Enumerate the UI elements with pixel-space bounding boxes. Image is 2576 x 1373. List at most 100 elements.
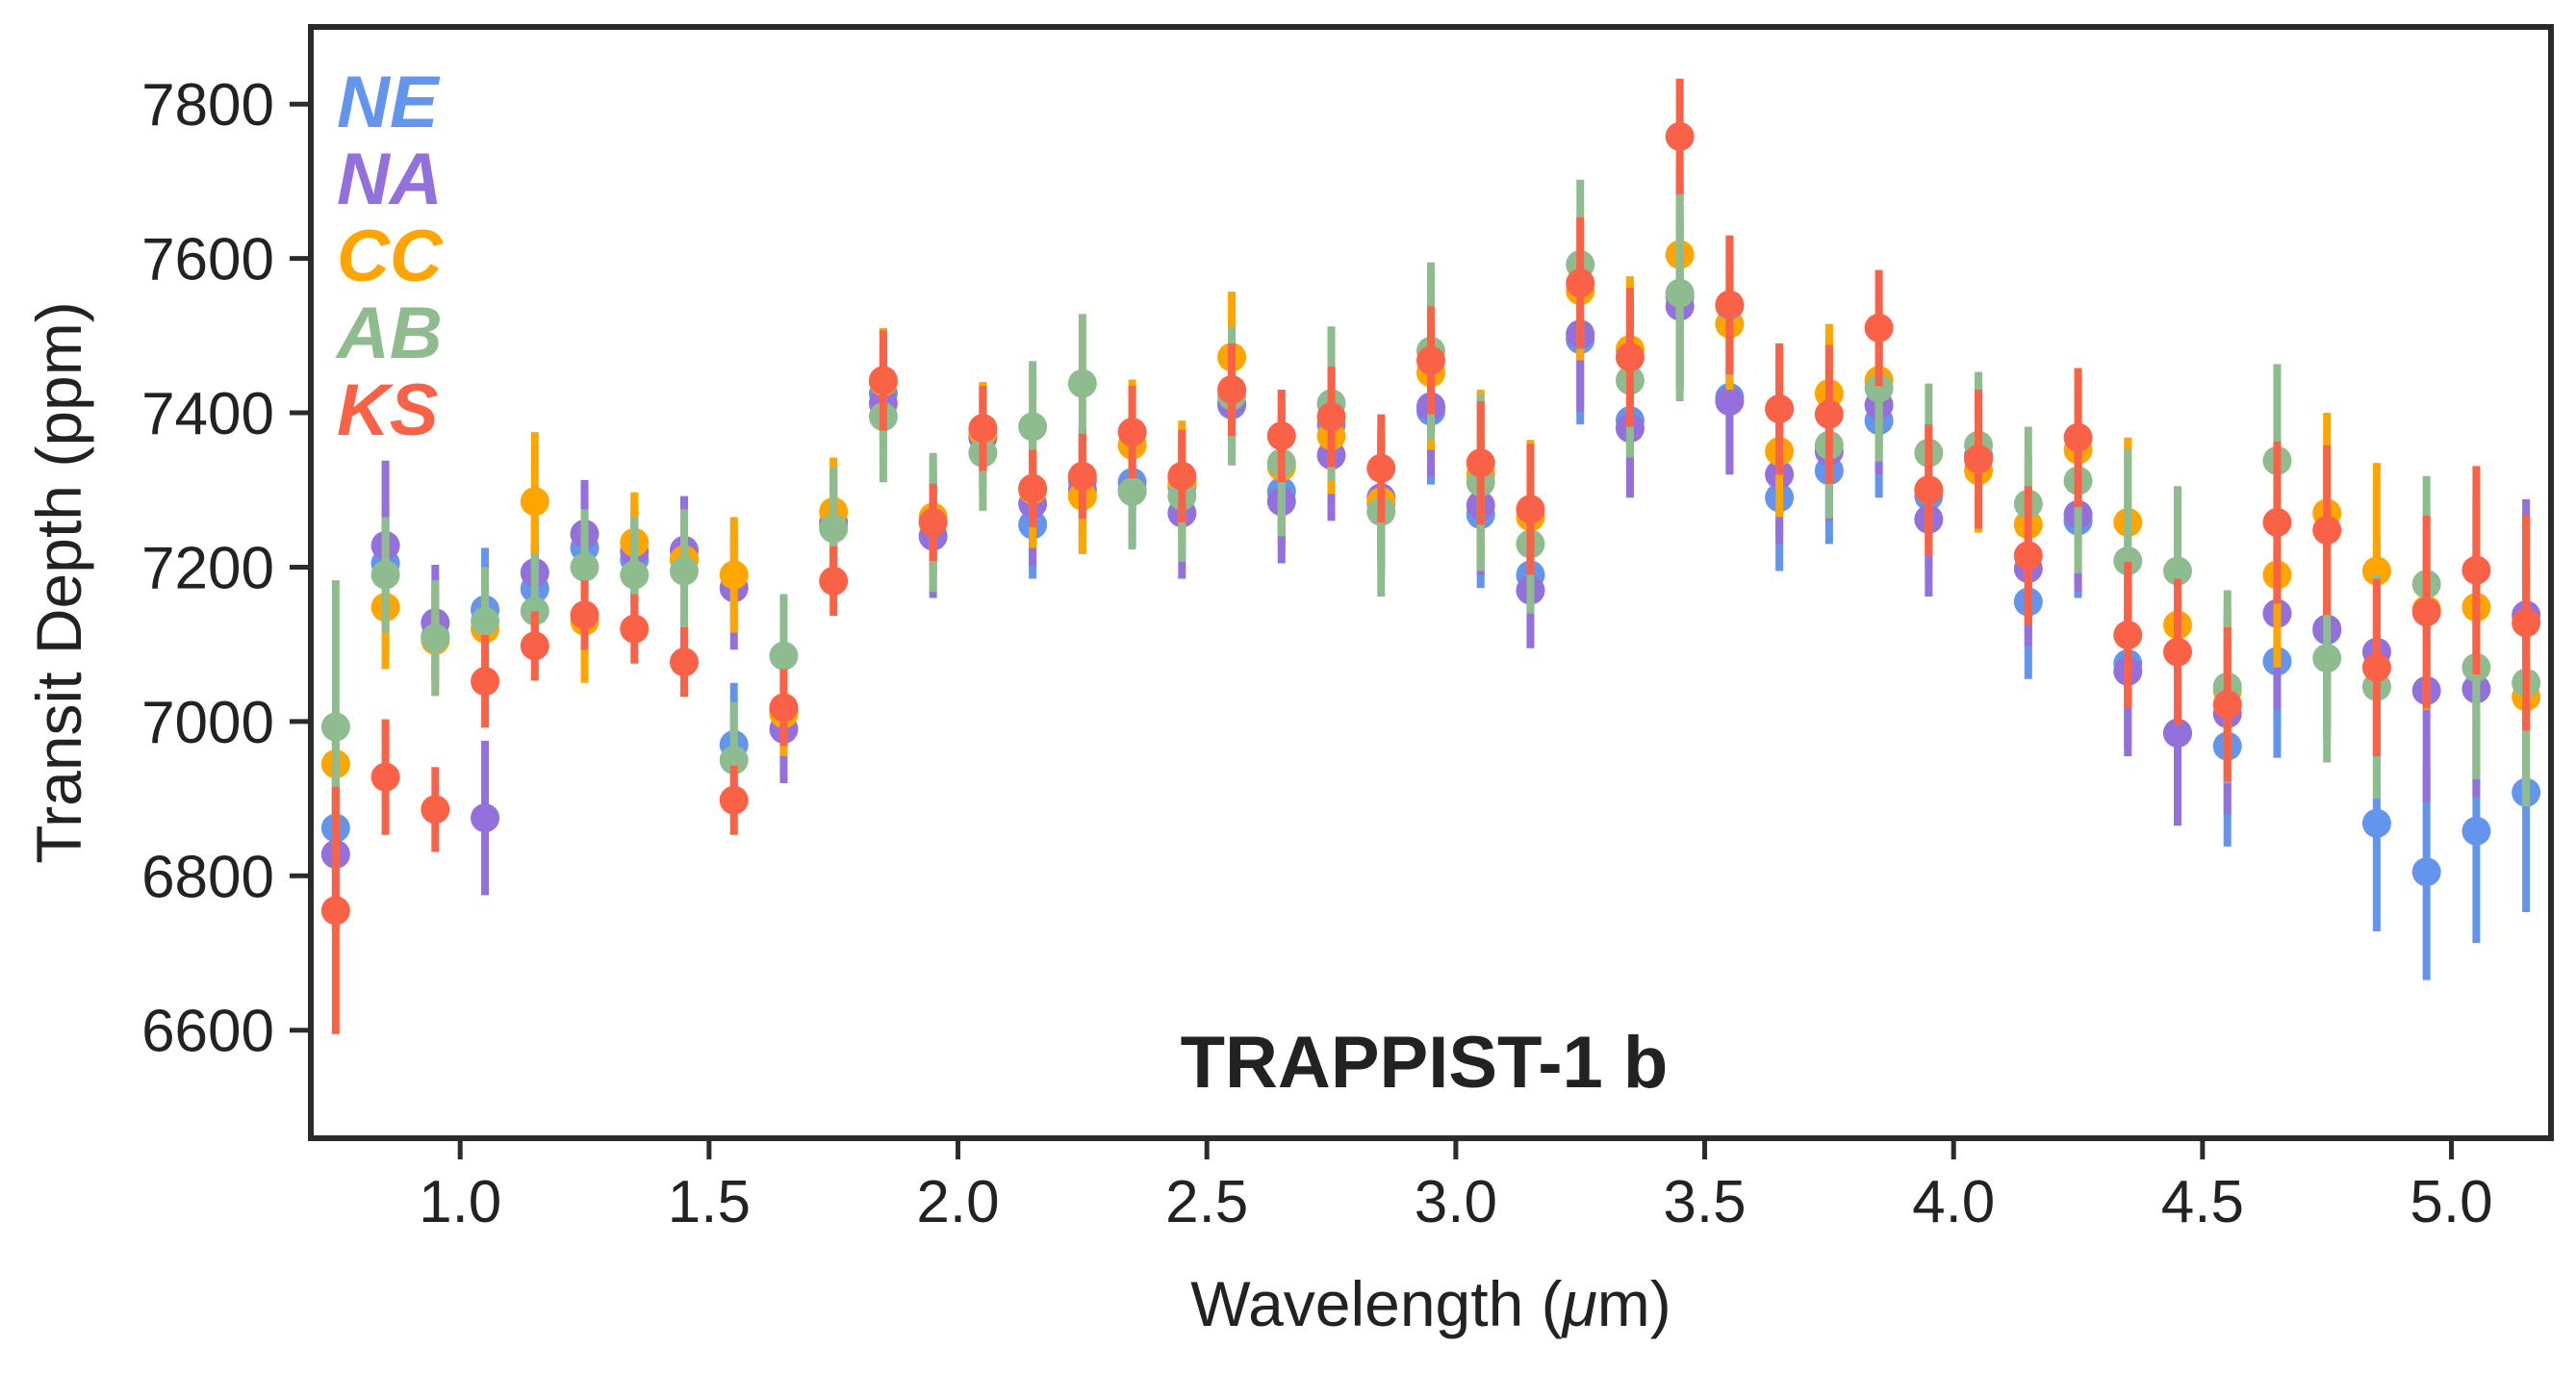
data-point — [1964, 445, 1994, 474]
data-point — [1067, 461, 1097, 491]
x-axis-label: Wavelength (μm) — [1190, 1268, 1671, 1339]
data-point — [719, 560, 749, 590]
data-point — [1366, 453, 1396, 483]
data-point — [2163, 637, 2192, 667]
data-point — [670, 648, 699, 677]
data-point — [819, 514, 849, 544]
x-tick-label: 1.5 — [668, 1169, 751, 1235]
data-point — [520, 631, 549, 661]
data-point — [471, 606, 500, 636]
data-point — [520, 487, 549, 517]
legend-entry-ne: NE — [337, 62, 441, 143]
data-point — [1416, 345, 1445, 375]
data-point — [1117, 418, 1147, 447]
data-point — [2013, 541, 2043, 571]
y-axis-label: Transit Depth (ppm) — [23, 301, 94, 863]
data-point — [1117, 476, 1147, 506]
data-point — [2312, 644, 2342, 674]
data-point — [620, 614, 650, 644]
data-point — [570, 600, 599, 630]
data-point — [1566, 268, 1595, 298]
data-point — [1715, 387, 1745, 417]
data-point — [968, 414, 998, 444]
x-tick-label: 1.0 — [419, 1169, 501, 1235]
data-point — [370, 762, 400, 792]
data-point — [2262, 507, 2292, 537]
data-point — [1316, 402, 1346, 432]
x-tick-label: 4.0 — [1912, 1169, 1995, 1235]
data-point — [1217, 374, 1247, 404]
y-tick-label: 7400 — [141, 381, 274, 447]
data-point — [471, 667, 500, 697]
data-point — [2163, 556, 2192, 586]
data-point — [2063, 422, 2093, 452]
data-point — [1615, 343, 1645, 372]
data-point — [868, 366, 898, 395]
data-point — [421, 795, 450, 825]
legend-entry-na: NA — [337, 139, 443, 220]
y-tick-label: 6600 — [141, 999, 274, 1065]
y-tick-label: 7800 — [141, 72, 274, 139]
data-point — [570, 552, 599, 582]
data-point — [2361, 652, 2391, 682]
data-point — [1665, 121, 1695, 151]
data-point — [320, 896, 350, 926]
legend-entry-ks: KS — [337, 369, 439, 451]
data-point — [918, 507, 948, 537]
data-point — [2212, 690, 2242, 720]
data-point — [421, 623, 450, 653]
data-point — [1516, 495, 1545, 524]
data-point — [2113, 621, 2143, 650]
data-point — [620, 560, 650, 590]
data-point — [1814, 399, 1844, 429]
data-point — [1466, 448, 1495, 478]
data-point — [2113, 547, 2143, 576]
data-point — [670, 556, 699, 586]
data-series-layer — [320, 78, 2541, 1034]
data-point — [2361, 808, 2391, 838]
x-tick-label: 5.0 — [2410, 1169, 2492, 1235]
legend-entry-cc: CC — [337, 216, 444, 297]
data-point — [2411, 597, 2441, 626]
series-ks — [320, 78, 2541, 1034]
x-tick-label: 2.0 — [916, 1169, 999, 1235]
data-point — [769, 641, 799, 671]
axis-ticks: 1.0 1.5 2.0 2.5 3.0 3.5 4.0 4.5 5.0 6600 6800 7000 7… — [141, 72, 2493, 1235]
data-point — [1765, 394, 1795, 424]
y-tick-label: 6800 — [141, 844, 274, 910]
data-point — [2361, 556, 2391, 586]
legend-entry-ab: AB — [335, 292, 443, 374]
y-tick-label: 7200 — [141, 535, 274, 601]
mu-symbol: μ — [1561, 1268, 1597, 1339]
x-tick-label: 3.5 — [1663, 1169, 1746, 1235]
data-point — [1067, 369, 1097, 398]
data-point — [1864, 373, 1894, 403]
data-point — [2312, 515, 2342, 545]
data-point — [1914, 475, 1944, 505]
chart-title: TRAPPIST-1 b — [1181, 1022, 1669, 1104]
y-tick-label: 7000 — [141, 690, 274, 756]
data-point — [1715, 290, 1745, 319]
data-point — [471, 803, 500, 833]
data-point — [370, 560, 400, 590]
x-tick-label: 4.5 — [2161, 1169, 2244, 1235]
data-point — [320, 712, 350, 742]
data-point — [1018, 412, 1048, 442]
data-point — [719, 785, 749, 815]
data-point — [1167, 461, 1197, 491]
data-point — [819, 566, 849, 596]
data-point — [769, 693, 799, 723]
data-point — [719, 745, 749, 775]
y-tick-label: 7600 — [141, 227, 274, 293]
data-point — [2163, 718, 2192, 748]
x-tick-label: 2.5 — [1165, 1169, 1248, 1235]
data-point — [2411, 857, 2441, 887]
data-point — [2461, 816, 2491, 846]
data-point — [2461, 555, 2491, 585]
data-point — [1266, 421, 1296, 451]
data-point — [1864, 313, 1894, 343]
x-tick-label: 3.0 — [1415, 1169, 1497, 1235]
data-point — [1018, 473, 1048, 503]
